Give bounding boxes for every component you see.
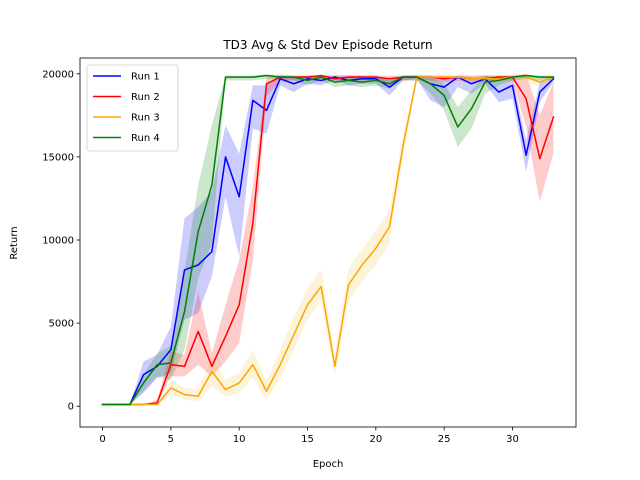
y-tick-label: 20000 bbox=[42, 69, 74, 80]
y-axis-label: Return bbox=[9, 226, 20, 259]
series-line-run-4 bbox=[101, 74, 555, 406]
chart-title: TD3 Avg & Std Dev Episode Return bbox=[222, 38, 432, 52]
x-tick-label: 10 bbox=[233, 434, 246, 445]
legend-label-run-1: Run 1 bbox=[131, 72, 160, 83]
y-tick-label: 10000 bbox=[42, 236, 74, 247]
y-tick-label: 15000 bbox=[42, 152, 74, 163]
x-tick-label: 30 bbox=[506, 434, 519, 445]
series-line-run-1 bbox=[101, 76, 555, 406]
std-band-run-3 bbox=[102, 75, 554, 405]
legend-label-run-3: Run 3 bbox=[131, 113, 160, 124]
y-tick-label: 0 bbox=[68, 402, 74, 413]
x-tick-label: 20 bbox=[369, 434, 382, 445]
plot-frame bbox=[79, 57, 577, 428]
x-tick-label: 5 bbox=[168, 434, 174, 445]
legend: Run 1 Run 2 Run 3 Run 4 bbox=[86, 64, 179, 152]
x-tick-label: 25 bbox=[438, 434, 451, 445]
legend-label-run-2: Run 2 bbox=[131, 92, 160, 103]
x-tick-label: 0 bbox=[99, 434, 105, 445]
legend-box bbox=[86, 64, 179, 152]
plot-data bbox=[101, 73, 555, 406]
legend-label-run-4: Run 4 bbox=[131, 133, 160, 144]
series-line-run-3 bbox=[101, 76, 555, 406]
x-axis-label: Epoch bbox=[313, 459, 344, 470]
x-tick-label: 15 bbox=[301, 434, 314, 445]
y-tick-label: 5000 bbox=[49, 319, 74, 330]
